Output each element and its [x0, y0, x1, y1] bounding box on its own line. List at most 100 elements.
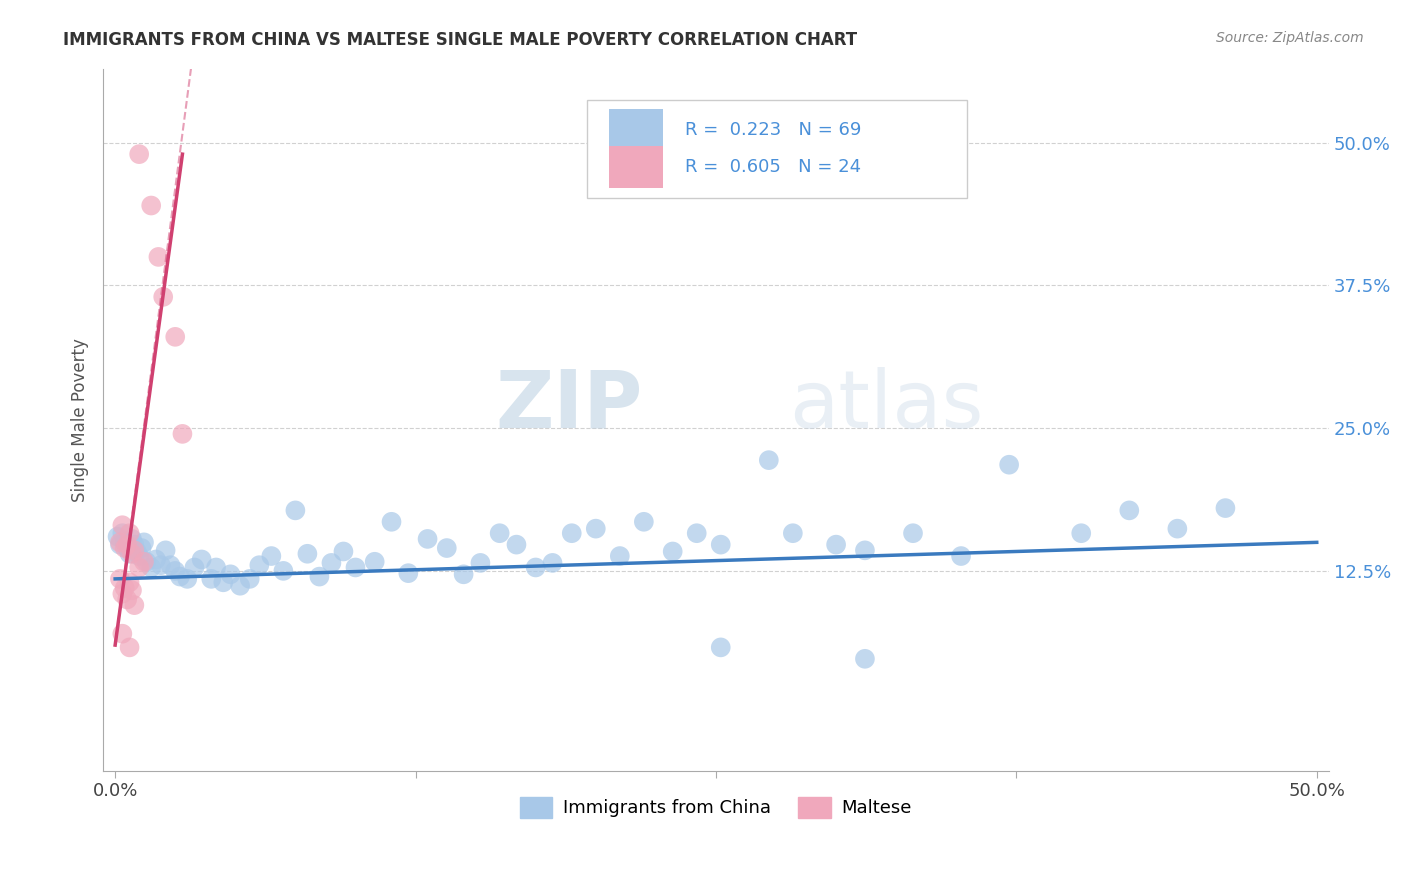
Point [1166, 522, 1188, 536]
Point [524, 560, 547, 574]
Point [114, 581, 136, 595]
Point [124, 538, 146, 552]
Point [111, 518, 134, 533]
Point [609, 549, 631, 563]
Point [108, 538, 131, 552]
Point [124, 598, 146, 612]
Point [114, 535, 136, 549]
Point [436, 541, 458, 555]
Point [141, 560, 163, 574]
FancyBboxPatch shape [588, 100, 967, 198]
Point [131, 541, 153, 555]
Point [111, 626, 134, 640]
Point [229, 579, 252, 593]
Point [111, 526, 134, 541]
Text: Source: ZipAtlas.com: Source: ZipAtlas.com [1216, 31, 1364, 45]
Point [332, 544, 354, 558]
Point [633, 515, 655, 529]
FancyBboxPatch shape [609, 109, 664, 151]
Text: R =  0.605   N = 24: R = 0.605 N = 24 [685, 158, 862, 177]
Point [363, 555, 385, 569]
Point [121, 583, 143, 598]
Point [125, 544, 148, 558]
Point [239, 572, 262, 586]
Point [121, 532, 143, 546]
Point [176, 572, 198, 586]
Point [782, 526, 804, 541]
Point [758, 453, 780, 467]
Y-axis label: Single Male Poverty: Single Male Poverty [72, 338, 89, 501]
Point [128, 549, 150, 563]
Point [165, 330, 187, 344]
Point [118, 575, 141, 590]
Point [416, 532, 439, 546]
Point [396, 566, 419, 581]
Legend: Immigrants from China, Maltese: Immigrants from China, Maltese [513, 789, 920, 825]
Point [128, 147, 150, 161]
Point [165, 564, 187, 578]
Point [169, 569, 191, 583]
Text: R =  0.223   N = 69: R = 0.223 N = 69 [685, 121, 862, 139]
Point [488, 526, 510, 541]
Text: atlas: atlas [790, 367, 984, 444]
Point [297, 547, 319, 561]
Point [107, 530, 129, 544]
Point [585, 522, 607, 536]
Point [190, 552, 212, 566]
Point [998, 458, 1021, 472]
Point [152, 290, 174, 304]
Point [128, 560, 150, 574]
Point [661, 544, 683, 558]
Point [115, 541, 138, 555]
Point [853, 652, 876, 666]
Point [308, 569, 330, 583]
Point [118, 640, 141, 655]
Point [132, 555, 155, 569]
Point [145, 552, 167, 566]
Point [115, 538, 138, 552]
Point [212, 575, 235, 590]
Point [321, 556, 343, 570]
Point [132, 535, 155, 549]
Point [108, 535, 131, 549]
Point [121, 547, 143, 561]
Text: ZIP: ZIP [495, 367, 643, 444]
Point [247, 558, 270, 573]
Point [219, 567, 242, 582]
Point [135, 555, 157, 569]
Point [260, 549, 283, 563]
Point [205, 560, 228, 574]
Point [124, 543, 146, 558]
Point [155, 543, 177, 558]
Point [273, 564, 295, 578]
Point [1118, 503, 1140, 517]
Point [149, 558, 172, 573]
Point [901, 526, 924, 541]
Point [118, 526, 141, 541]
Point [505, 538, 527, 552]
Text: IMMIGRANTS FROM CHINA VS MALTESE SINGLE MALE POVERTY CORRELATION CHART: IMMIGRANTS FROM CHINA VS MALTESE SINGLE … [63, 31, 858, 49]
Point [1070, 526, 1092, 541]
Point [344, 560, 367, 574]
Point [470, 556, 492, 570]
Point [825, 538, 848, 552]
Point [114, 541, 136, 555]
Point [380, 515, 402, 529]
Point [118, 547, 141, 561]
Point [115, 592, 138, 607]
Point [561, 526, 583, 541]
Point [853, 543, 876, 558]
Point [710, 640, 733, 655]
Point [108, 572, 131, 586]
Point [950, 549, 973, 563]
Point [710, 538, 733, 552]
Point [172, 426, 194, 441]
Point [284, 503, 307, 517]
Point [183, 560, 205, 574]
Point [1215, 501, 1237, 516]
Point [159, 558, 181, 573]
Point [200, 572, 222, 586]
FancyBboxPatch shape [609, 146, 664, 188]
Point [148, 250, 170, 264]
Point [541, 556, 564, 570]
